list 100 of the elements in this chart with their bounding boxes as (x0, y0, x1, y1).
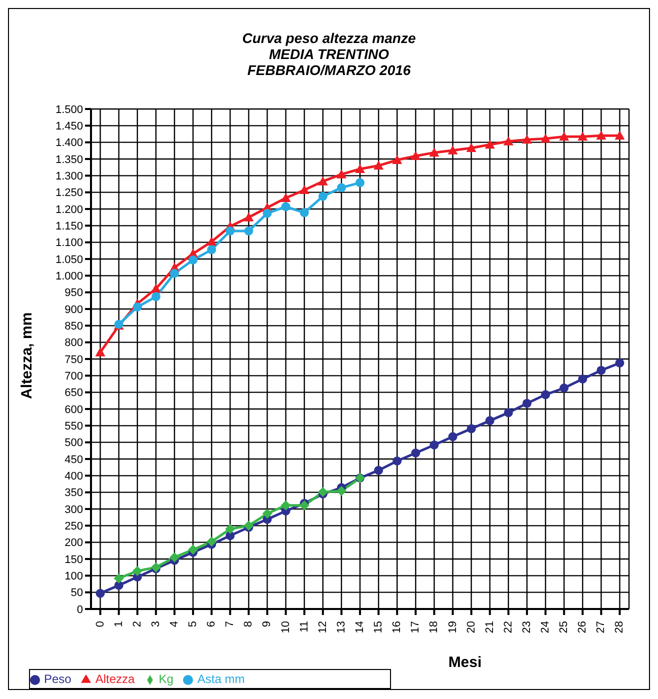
point (503, 136, 514, 146)
point (170, 268, 179, 278)
y-tick-label: 250 (64, 520, 83, 533)
x-tick-label: 0 (94, 621, 106, 628)
y-tick-label: 1.200 (55, 204, 83, 216)
point (336, 486, 346, 496)
y-tick-label: 100 (64, 570, 83, 583)
point (206, 236, 217, 246)
point (448, 432, 458, 442)
point (484, 140, 495, 149)
point (188, 256, 198, 264)
point (540, 134, 551, 143)
point (392, 155, 402, 164)
legend-label: Kg (158, 672, 174, 686)
point (244, 226, 254, 236)
point (225, 524, 236, 534)
legend-label: Asta mm (197, 672, 245, 686)
point (96, 588, 105, 598)
y-tick-label: 700 (64, 370, 83, 383)
point (410, 151, 421, 160)
point (374, 466, 384, 475)
point (280, 193, 291, 202)
y-tick-label: 350 (64, 487, 83, 500)
y-tick-label: 1.350 (55, 154, 83, 166)
point (300, 208, 309, 218)
point (578, 132, 588, 141)
x-tick-label: 22 (502, 621, 514, 634)
x-tick-label: 10 (280, 621, 292, 634)
point (318, 487, 328, 497)
point (132, 566, 142, 576)
y-tick-label: 600 (64, 404, 83, 416)
x-axis-title: Mesi (448, 654, 482, 671)
y-tick-label: 800 (64, 337, 83, 350)
point (411, 448, 420, 458)
point (596, 130, 606, 140)
point (356, 178, 364, 188)
point (318, 176, 328, 186)
point (596, 366, 606, 375)
x-tick-label: 18 (428, 621, 440, 634)
x-tick-label: 11 (298, 621, 310, 632)
x-tick-label: 21 (484, 621, 496, 634)
y-axis-title: Altezza, mm (18, 312, 36, 399)
point (466, 143, 476, 152)
y-tick-label: 1.050 (55, 254, 83, 266)
x-tick-label: 26 (576, 621, 589, 634)
point (226, 226, 235, 236)
y-tick-label: 650 (64, 387, 83, 400)
x-tick-label: 9 (261, 621, 274, 628)
point (336, 169, 346, 178)
y-tick-label: 450 (64, 454, 83, 466)
x-tick-label: 16 (391, 621, 404, 634)
point (615, 358, 624, 368)
point (355, 164, 365, 173)
x-tick-label: 8 (242, 621, 255, 628)
y-tick-label: 550 (64, 420, 83, 433)
x-tick-label: 6 (206, 621, 218, 628)
x-tick-label: 19 (446, 621, 459, 634)
x-tick-label: 2 (131, 621, 144, 628)
x-tick-label: 7 (224, 621, 236, 628)
point (262, 208, 272, 218)
y-tick-label: 1.450 (55, 120, 83, 133)
y-tick-label: 900 (64, 304, 83, 316)
point (95, 347, 106, 356)
y-tick-label: 1.250 (55, 187, 83, 200)
point (392, 456, 402, 466)
y-tick-label: 400 (64, 470, 83, 483)
y-tick-label: 200 (64, 537, 83, 550)
point (244, 212, 254, 222)
y-tick-label: 1.150 (55, 220, 83, 233)
x-tick-label: 1 (112, 621, 125, 628)
point (522, 134, 532, 144)
point (614, 130, 625, 140)
x-tick-label: 28 (614, 621, 626, 634)
point (466, 424, 476, 434)
point (504, 408, 513, 418)
point (151, 292, 160, 302)
y-tick-label: 500 (64, 437, 83, 450)
point (206, 536, 217, 547)
point (559, 132, 570, 141)
y-tick-label: 300 (64, 504, 83, 516)
point (578, 374, 588, 384)
chart-title: Curva peso altezza manze MEDIA TRENTINO FEBBRAIO/MARZO 2016 (242, 30, 416, 78)
point (336, 183, 346, 192)
y-tick-label: 1.300 (55, 170, 83, 183)
point (188, 544, 198, 555)
point (485, 416, 494, 426)
point (299, 500, 310, 510)
x-tick-label: 13 (335, 621, 348, 634)
point (207, 245, 216, 254)
x-tick-label: 5 (187, 621, 200, 628)
legend-label: Altezza (95, 672, 135, 686)
x-tick-label: 20 (465, 621, 478, 634)
point (150, 284, 161, 293)
point (281, 202, 290, 212)
point (280, 500, 291, 510)
x-tick-label: 24 (540, 621, 552, 634)
point (169, 552, 180, 562)
point (114, 573, 124, 584)
x-tick-label: 17 (410, 621, 422, 634)
x-tick-label: 27 (595, 621, 608, 634)
